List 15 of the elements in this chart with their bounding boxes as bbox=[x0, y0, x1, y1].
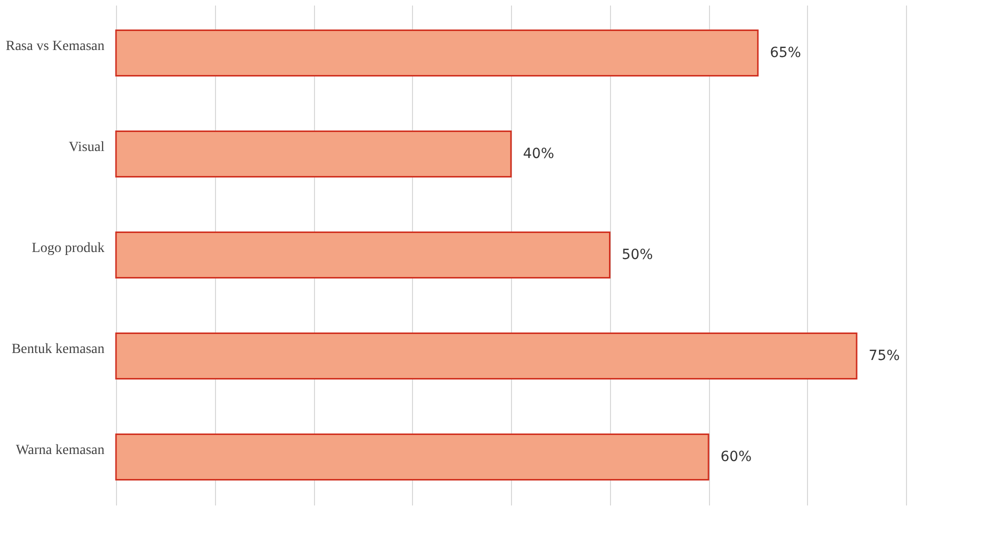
y-tick-label: Visual bbox=[68, 140, 105, 155]
bar bbox=[115, 130, 512, 178]
data-label: 65% bbox=[770, 44, 801, 61]
bar bbox=[115, 30, 759, 76]
bar bbox=[115, 434, 710, 480]
data-label: 40% bbox=[523, 146, 554, 162]
y-tick-label: Logo produk bbox=[32, 241, 104, 256]
data-label: 75% bbox=[868, 348, 900, 364]
bar bbox=[115, 332, 858, 380]
y-tick-label: Rasa vs Kemasan bbox=[6, 38, 104, 54]
data-label: 60% bbox=[720, 449, 752, 466]
data-label: 50% bbox=[622, 247, 653, 263]
y-tick-label: Warna kemasan bbox=[16, 443, 104, 458]
y-tick-label: Bentuk kemasan bbox=[12, 342, 104, 358]
bar bbox=[115, 232, 610, 278]
